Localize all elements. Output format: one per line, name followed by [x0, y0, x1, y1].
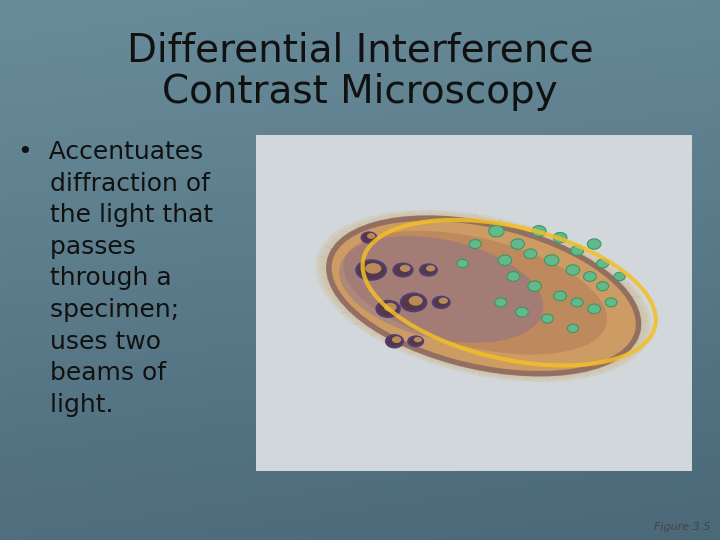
Circle shape [498, 255, 512, 266]
Ellipse shape [420, 264, 437, 275]
Circle shape [554, 291, 567, 301]
Ellipse shape [426, 265, 436, 272]
Text: Figure 3.5: Figure 3.5 [654, 522, 710, 532]
Ellipse shape [386, 335, 403, 347]
Circle shape [511, 239, 524, 249]
Bar [256, 135, 692, 471]
Ellipse shape [414, 337, 422, 342]
Circle shape [507, 272, 520, 281]
Ellipse shape [343, 231, 607, 354]
Ellipse shape [322, 213, 646, 379]
Ellipse shape [367, 233, 375, 239]
Ellipse shape [408, 336, 423, 346]
Circle shape [457, 259, 468, 268]
Circle shape [597, 282, 608, 291]
Ellipse shape [365, 263, 382, 274]
Ellipse shape [433, 297, 450, 308]
Ellipse shape [356, 260, 386, 280]
Circle shape [614, 272, 625, 281]
Ellipse shape [393, 264, 413, 276]
Ellipse shape [325, 215, 643, 377]
Circle shape [588, 239, 601, 249]
Circle shape [554, 232, 567, 243]
Ellipse shape [339, 236, 544, 343]
Circle shape [544, 255, 559, 266]
Ellipse shape [409, 296, 423, 306]
Circle shape [571, 246, 583, 255]
Circle shape [567, 324, 578, 333]
Circle shape [606, 298, 617, 307]
Circle shape [583, 272, 596, 281]
Circle shape [469, 240, 481, 248]
Circle shape [597, 259, 608, 268]
Ellipse shape [329, 218, 639, 374]
Ellipse shape [384, 303, 397, 312]
Circle shape [566, 265, 580, 275]
Text: •  Accentuates
    diffraction of
    the light that
    passes
    through a
  : • Accentuates diffraction of the light t… [18, 140, 213, 417]
Ellipse shape [361, 232, 377, 243]
Circle shape [516, 307, 528, 317]
Circle shape [541, 314, 554, 323]
Ellipse shape [377, 301, 400, 317]
Circle shape [588, 304, 600, 314]
Ellipse shape [392, 336, 401, 343]
Ellipse shape [315, 210, 652, 382]
Circle shape [528, 281, 541, 292]
Ellipse shape [438, 298, 448, 304]
Text: Differential Interference: Differential Interference [127, 31, 593, 69]
Ellipse shape [400, 265, 410, 272]
Circle shape [571, 298, 583, 307]
Circle shape [489, 225, 504, 237]
Ellipse shape [401, 293, 426, 311]
Circle shape [524, 249, 537, 259]
Circle shape [495, 298, 507, 307]
Circle shape [531, 226, 546, 237]
Text: Contrast Microscopy: Contrast Microscopy [162, 73, 558, 111]
Ellipse shape [318, 212, 649, 380]
